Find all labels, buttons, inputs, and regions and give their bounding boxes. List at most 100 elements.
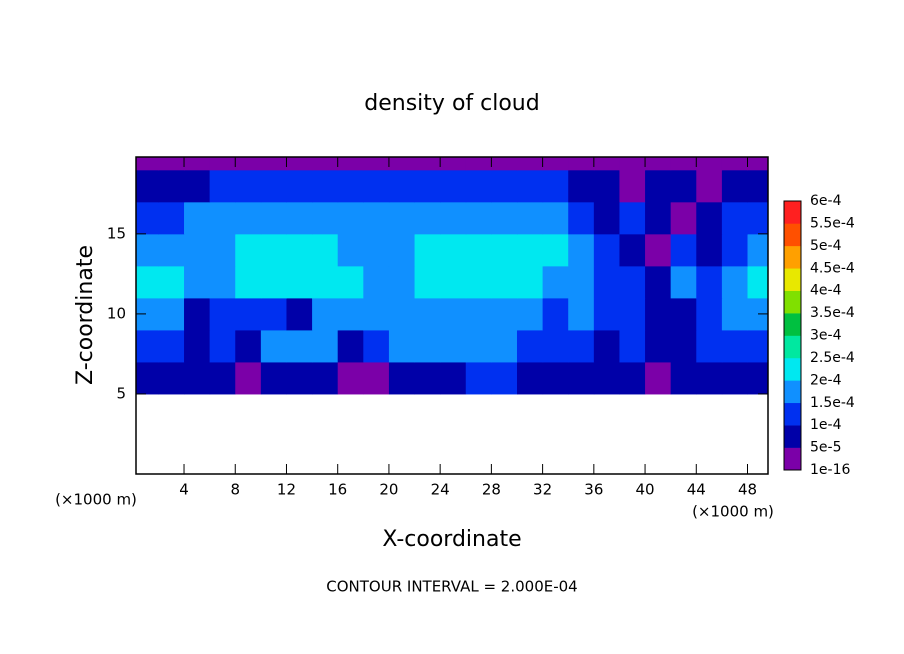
- field-cell: [696, 265, 723, 299]
- x-tick-label: 44: [687, 481, 706, 499]
- field-cell: [721, 329, 749, 363]
- field-cell: [542, 169, 569, 203]
- field-cell: [516, 361, 544, 395]
- x-tick-label: 36: [584, 481, 603, 499]
- field-cell: [465, 361, 492, 395]
- footnote: CONTOUR INTERVAL = 2.000E-04: [326, 578, 577, 596]
- x-tick-label: 12: [277, 481, 296, 499]
- x-tick-label: 20: [379, 481, 398, 499]
- field-cell: [568, 169, 595, 203]
- field-cell: [696, 233, 723, 267]
- field-cell: [619, 297, 646, 331]
- field-cell: [516, 169, 544, 203]
- field-cell: [184, 157, 211, 171]
- field-cell: [363, 201, 390, 235]
- field-cell: [619, 361, 646, 395]
- field-cell: [491, 329, 518, 363]
- field-cell: [184, 201, 211, 235]
- field-cell: [619, 157, 646, 171]
- field-cell: [312, 169, 339, 203]
- field-cell: [209, 201, 236, 235]
- colorbar-label: 5e-5: [810, 440, 841, 456]
- field-cell: [363, 297, 390, 331]
- colorbar-swatch: [784, 201, 801, 224]
- field-cell: [158, 265, 185, 299]
- colorbar-label: 6e-4: [810, 193, 842, 209]
- field-cell: [645, 361, 672, 395]
- field-cell: [414, 297, 441, 331]
- field-cell: [158, 361, 185, 395]
- field-cell: [645, 201, 672, 235]
- field-cell: [312, 233, 339, 267]
- field-cell: [619, 265, 646, 299]
- field-cell: [136, 329, 159, 363]
- field-cell: [363, 233, 390, 267]
- field-cell: [235, 233, 262, 267]
- colorbar-swatch: [784, 447, 801, 471]
- field-cell: [260, 297, 287, 331]
- field-cell: [568, 329, 595, 363]
- field-cell: [312, 361, 339, 395]
- colorbar-swatch: [784, 380, 801, 404]
- field-cell: [337, 265, 364, 299]
- field-cell: [136, 361, 159, 395]
- field-cell: [593, 361, 620, 395]
- field-cell: [670, 169, 697, 203]
- field-cell: [721, 265, 749, 299]
- field-cell: [414, 265, 441, 299]
- field-cell: [388, 157, 416, 171]
- chart-title: density of cloud: [364, 91, 539, 116]
- field-cell: [388, 297, 416, 331]
- field-cell: [388, 169, 416, 203]
- colorbar-swatch: [784, 245, 801, 269]
- field-cell: [337, 201, 364, 235]
- field-cell: [542, 329, 569, 363]
- field-cell: [440, 201, 467, 235]
- field-cell: [260, 201, 287, 235]
- field-cell: [542, 233, 569, 267]
- colorbar-label: 2e-4: [810, 372, 842, 388]
- field-cell: [696, 329, 723, 363]
- field-cell: [491, 297, 518, 331]
- field-cell: [516, 157, 544, 171]
- field-cell: [645, 233, 672, 267]
- field-cell: [235, 169, 262, 203]
- field-cell: [184, 233, 211, 267]
- field-cell: [363, 157, 390, 171]
- field-cell: [670, 201, 697, 235]
- field-cell: [619, 329, 646, 363]
- field-cell: [491, 361, 518, 395]
- colorbar-swatch: [784, 313, 801, 336]
- field-cell: [465, 157, 492, 171]
- field-cell: [209, 265, 236, 299]
- field-cell: [747, 329, 769, 363]
- field-cell: [158, 201, 185, 235]
- field-cell: [491, 169, 518, 203]
- field-cell: [593, 169, 620, 203]
- field-cell: [414, 361, 441, 395]
- field-cell: [286, 157, 313, 171]
- field-cell: [184, 329, 211, 363]
- x-tick-label: 40: [636, 481, 655, 499]
- field-cell: [491, 157, 518, 171]
- field-cell: [337, 157, 364, 171]
- field-cell: [260, 169, 287, 203]
- field-cell: [747, 361, 769, 395]
- field-cell: [363, 169, 390, 203]
- field-cell: [363, 265, 390, 299]
- field-cell: [696, 157, 723, 171]
- colorbar-swatch: [784, 268, 801, 291]
- x-tick-label: 32: [533, 481, 552, 499]
- field-cell: [209, 329, 236, 363]
- field-cell: [260, 157, 287, 171]
- field-cell: [235, 201, 262, 235]
- colorbar-label: 2.5e-4: [810, 350, 855, 366]
- field-cell: [209, 169, 236, 203]
- field-cell: [568, 297, 595, 331]
- field-cell: [645, 157, 672, 171]
- field-cell: [593, 157, 620, 171]
- field-cell: [696, 201, 723, 235]
- field-cell: [696, 169, 723, 203]
- field-cell: [568, 233, 595, 267]
- field-cell: [209, 297, 236, 331]
